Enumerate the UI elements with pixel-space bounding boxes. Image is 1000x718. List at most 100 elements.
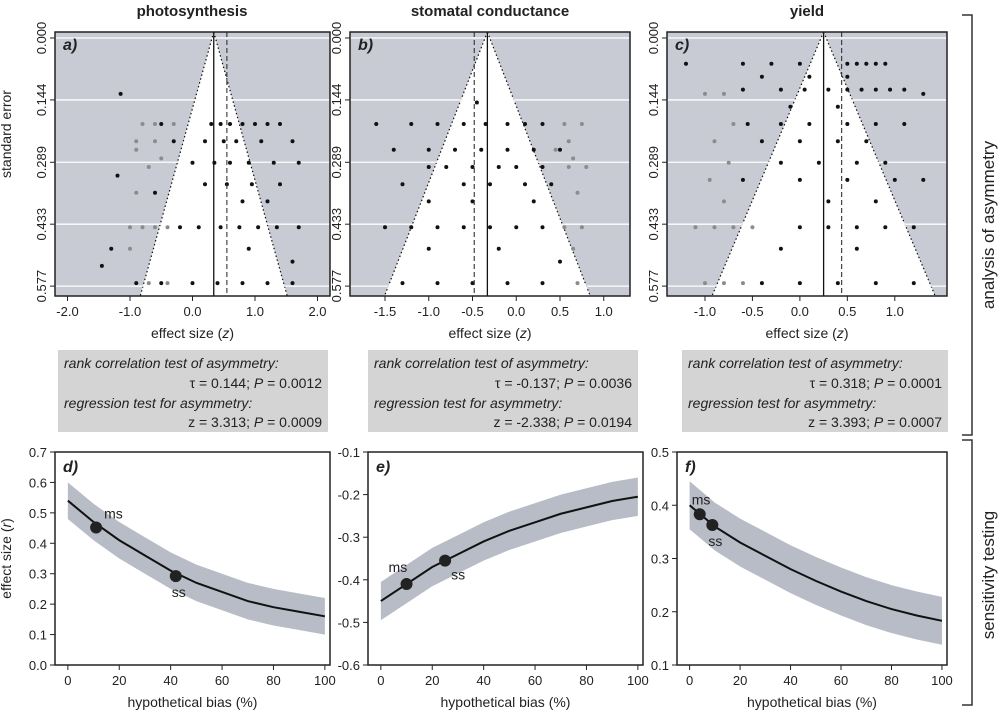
data-point bbox=[290, 139, 295, 144]
y-tick-label: 0.3 bbox=[651, 552, 669, 567]
marker-label: ss bbox=[451, 567, 465, 583]
data-point bbox=[265, 199, 270, 204]
data-point-grey bbox=[165, 281, 170, 286]
data-point-grey bbox=[562, 225, 567, 230]
y-tick-label: 0.000 bbox=[646, 22, 661, 55]
panel-label: e) bbox=[376, 459, 390, 476]
data-point bbox=[523, 122, 527, 126]
rank-test-label: rank correlation test of asymmetry: bbox=[64, 355, 279, 371]
panel-label: c) bbox=[675, 37, 689, 54]
data-point-grey bbox=[579, 122, 584, 126]
data-point bbox=[883, 160, 888, 165]
data-point bbox=[249, 182, 254, 187]
data-point bbox=[461, 122, 466, 126]
data-point bbox=[159, 122, 164, 126]
funnel-edge-right bbox=[213, 31, 288, 297]
data-point-grey bbox=[566, 165, 571, 169]
data-point-grey bbox=[566, 139, 571, 144]
panel-label: b) bbox=[358, 37, 373, 54]
data-point bbox=[253, 122, 257, 126]
data-point-grey bbox=[750, 225, 755, 230]
data-point bbox=[99, 263, 104, 268]
data-point bbox=[540, 225, 545, 230]
data-point bbox=[383, 225, 387, 230]
y-tick-label: 0.0 bbox=[29, 658, 47, 673]
data-point bbox=[892, 177, 897, 182]
data-point bbox=[854, 246, 859, 251]
rank-test-label: rank correlation test of asymmetry: bbox=[374, 355, 589, 371]
data-point bbox=[854, 225, 859, 230]
data-point bbox=[883, 225, 888, 230]
x-axis-label: hypothetical bias (%) bbox=[747, 694, 877, 710]
data-point bbox=[488, 182, 492, 187]
data-point bbox=[265, 122, 270, 126]
data-point bbox=[240, 122, 245, 126]
data-point bbox=[859, 87, 864, 92]
panel-title: stomatal conductance bbox=[411, 3, 569, 20]
data-point bbox=[409, 225, 414, 230]
data-point bbox=[864, 139, 869, 144]
effect-size-line bbox=[688, 504, 943, 622]
y-tick-label: 0.2 bbox=[29, 597, 47, 612]
panel-title: yield bbox=[790, 3, 824, 20]
x-tick-label: -1.5 bbox=[374, 304, 396, 319]
data-point bbox=[178, 225, 182, 230]
y-tick-label: 0.577 bbox=[34, 270, 49, 303]
data-point-grey bbox=[575, 281, 580, 286]
data-point-grey bbox=[731, 225, 736, 230]
data-point-grey bbox=[134, 147, 139, 152]
marker-label: ss bbox=[172, 584, 186, 600]
x-tick-label: 20 bbox=[733, 673, 747, 688]
data-point bbox=[159, 281, 164, 286]
y-tick-label: 0.3 bbox=[29, 567, 47, 582]
data-point bbox=[888, 87, 893, 92]
y-tick-label: 0.1 bbox=[29, 628, 47, 643]
data-point-grey bbox=[740, 281, 745, 286]
y-tick-label: 0.289 bbox=[646, 146, 661, 179]
data-point-grey bbox=[146, 281, 151, 286]
data-point-grey bbox=[721, 91, 726, 96]
confidence-band bbox=[380, 477, 638, 621]
sensitivity-plot-d: ms ss d) 0 20 40 60 80 100 0.0 0.1 0.2 0.3 0.4 0.5 0.6 0… bbox=[0, 445, 336, 710]
data-point bbox=[470, 199, 475, 204]
data-point bbox=[864, 61, 869, 66]
data-point bbox=[400, 182, 405, 187]
data-point-grey bbox=[140, 122, 145, 126]
x-axis-label: hypothetical bias (%) bbox=[441, 694, 571, 710]
funnel-edge-right bbox=[486, 31, 591, 297]
x-tick-label: 1.0 bbox=[246, 304, 264, 319]
data-point bbox=[807, 122, 812, 126]
y-tick-label: -0.3 bbox=[338, 530, 360, 545]
data-point bbox=[540, 281, 545, 286]
data-point bbox=[461, 225, 466, 230]
y-tick-label: 0.4 bbox=[651, 498, 669, 513]
data-point bbox=[826, 87, 831, 92]
x-tick-label: 2.0 bbox=[308, 304, 326, 319]
y-tick-label: 0.5 bbox=[29, 506, 47, 521]
x-tick-label: 0.0 bbox=[183, 304, 201, 319]
data-point bbox=[109, 246, 114, 251]
data-point bbox=[153, 190, 157, 195]
funnel-plot-b: stomatal conductance b) -1.5 -1.0 -0.5 0.0 0.5… bbox=[329, 3, 631, 341]
rank-test-result: τ = -0.137; P = 0.0036 bbox=[495, 375, 632, 391]
data-point bbox=[483, 122, 488, 126]
data-point bbox=[807, 74, 812, 79]
data-point bbox=[274, 225, 279, 230]
x-tick-label: 60 bbox=[834, 673, 848, 688]
marker-ms bbox=[90, 521, 103, 534]
plot-background bbox=[55, 452, 330, 665]
data-point bbox=[873, 199, 878, 204]
x-tick-label: -1.0 bbox=[418, 304, 440, 319]
data-point bbox=[426, 147, 431, 152]
y-tick-label: 0.2 bbox=[651, 605, 669, 620]
data-point bbox=[470, 281, 475, 286]
data-point bbox=[540, 165, 545, 169]
x-tick-label: 20 bbox=[112, 673, 126, 688]
data-point bbox=[237, 225, 242, 230]
data-point-grey bbox=[712, 139, 717, 144]
data-point bbox=[531, 147, 536, 152]
data-point bbox=[453, 147, 457, 152]
data-point bbox=[845, 61, 850, 66]
asymmetry-side-label: analysis of asymmetry bbox=[979, 140, 998, 309]
data-point bbox=[769, 61, 774, 66]
